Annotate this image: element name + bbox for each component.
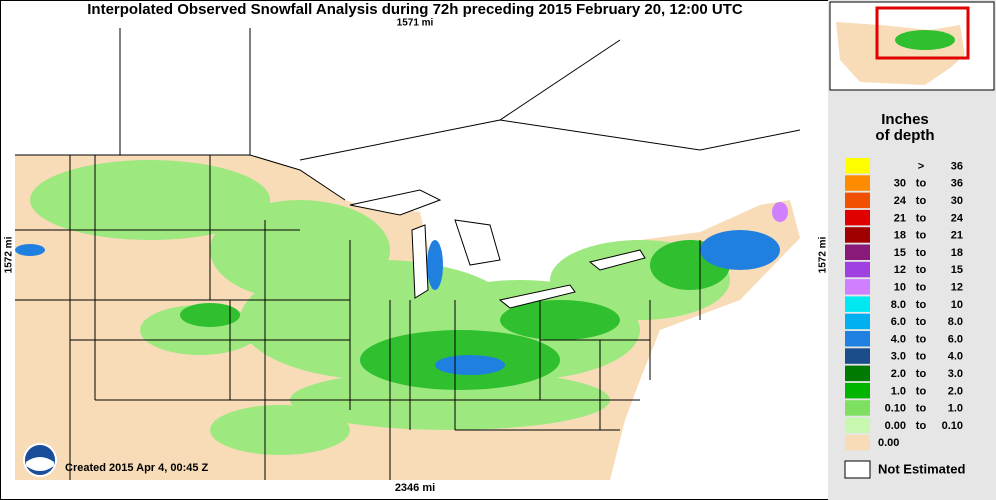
legend-swatch [845, 192, 870, 209]
legend-label: 0.00 [885, 420, 906, 432]
legend-swatch [845, 382, 870, 399]
inset-extent [875, 6, 970, 60]
legend-label: 0.10 [942, 420, 963, 432]
legend-title: of depth [875, 127, 934, 144]
legend-label: to [916, 403, 927, 415]
legend-label: 21 [951, 230, 963, 242]
legend-label: 0.10 [885, 403, 906, 415]
legend-label: 24 [951, 212, 964, 224]
legend-label: 36 [951, 178, 963, 190]
legend-label: to [916, 299, 927, 311]
title: Interpolated Observed Snowfall Analysis … [87, 1, 743, 18]
legend-label: 10 [951, 299, 963, 311]
noaa-logo [23, 443, 57, 477]
legend-swatch [845, 400, 870, 416]
legend-label: 12 [894, 264, 906, 276]
not-estimated-swatch [844, 460, 871, 479]
legend-label: 2.0 [891, 368, 906, 380]
legend-label: > [918, 160, 924, 172]
legend-swatch [845, 244, 870, 260]
legend-label: 0.00 [878, 437, 899, 449]
legend-label: 24 [894, 195, 907, 207]
borders [15, 28, 801, 480]
map [15, 28, 815, 480]
top-scale: 1571 mi [397, 18, 434, 29]
legend-label: 8.0 [948, 316, 963, 328]
legend-label: 12 [951, 282, 963, 294]
legend-label: 21 [894, 212, 906, 224]
legend-swatch [845, 348, 870, 364]
legend-swatch [845, 279, 870, 295]
great-lakes [349, 189, 646, 309]
legend-label: 30 [951, 195, 963, 207]
created-label: Created 2015 Apr 4, 00:45 Z [65, 462, 209, 474]
legend-label: to [916, 212, 927, 224]
legend-label: 15 [951, 264, 963, 276]
legend-label: 6.0 [948, 333, 963, 345]
legend-swatch [845, 331, 870, 347]
right-scale: 1572 mi [818, 236, 829, 273]
inset-map [829, 1, 995, 91]
legend-label: 10 [894, 282, 906, 294]
legend-label: 15 [894, 247, 906, 259]
legend-label: 8.0 [891, 299, 906, 311]
legend-label: 1.0 [891, 385, 906, 397]
legend-label: 4.0 [891, 333, 906, 345]
legend-swatch [845, 365, 870, 382]
legend-label: 18 [951, 247, 963, 259]
legend-label: 30 [894, 178, 906, 190]
legend-label: 3.0 [891, 351, 906, 363]
legend-label: 36 [951, 160, 963, 172]
legend-label: to [916, 316, 927, 328]
legend-label: to [916, 385, 927, 397]
inset-snow [895, 30, 955, 50]
legend-swatch [845, 158, 870, 174]
legend-label: 3.0 [948, 368, 963, 380]
legend-swatch [845, 227, 870, 243]
legend-label: to [916, 351, 927, 363]
legend-label: to [916, 230, 927, 242]
left-scale: 1572 mi [4, 236, 15, 273]
legend-label: to [916, 333, 927, 345]
bottom-scale: 2346 mi [395, 482, 435, 494]
legend-swatch [845, 313, 870, 330]
legend-title: Inches [881, 111, 929, 128]
legend-label: 2.0 [948, 385, 963, 397]
legend: >36 30 to 36 24 to 30 21 to 24 18 to 21 15 to 18 12 to 15 1… [845, 158, 964, 451]
legend-swatch [845, 175, 870, 191]
legend-swatch [845, 296, 870, 312]
legend-label: to [916, 195, 927, 207]
snow-heavy [15, 230, 780, 375]
legend-swatch [845, 261, 870, 278]
legend-label: to [916, 368, 927, 380]
legend-swatch [845, 417, 870, 433]
legend-label: to [916, 178, 927, 190]
legend-swatch [845, 434, 870, 451]
legend-label: to [916, 247, 927, 259]
legend-label: to [916, 420, 927, 432]
not-estimated-label: Not Estimated [878, 461, 965, 476]
legend-label: to [916, 264, 927, 276]
legend-label: 1.0 [948, 403, 963, 415]
legend-label: to [916, 282, 927, 294]
legend-label: 6.0 [891, 316, 906, 328]
legend-label: 4.0 [948, 351, 963, 363]
legend-swatch [845, 209, 870, 226]
snow-extreme [772, 202, 788, 222]
legend-label: 18 [894, 230, 906, 242]
